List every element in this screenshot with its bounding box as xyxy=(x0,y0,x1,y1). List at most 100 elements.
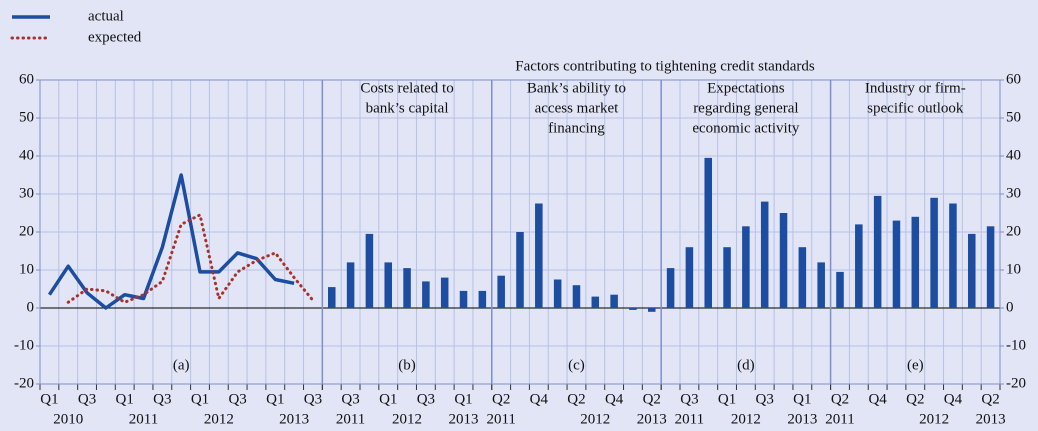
plot-frame xyxy=(39,79,1001,385)
bar xyxy=(572,285,581,308)
x-tick-label: Q3 xyxy=(680,391,698,407)
bar xyxy=(610,294,618,308)
y-tick-label: 0 xyxy=(27,299,35,315)
bar xyxy=(403,268,411,308)
x-tick-label: Q2 xyxy=(831,391,849,407)
x-tick-label: Q3 xyxy=(756,391,774,407)
x-tick-label: Q3 xyxy=(153,391,171,407)
y-tick-label-right: -10 xyxy=(1006,337,1026,353)
chart-title: Factors contributing to tightening credi… xyxy=(515,58,815,74)
bar xyxy=(666,268,675,308)
x-tick-label: Q2 xyxy=(981,391,999,407)
bar xyxy=(968,233,976,308)
bar xyxy=(704,157,712,308)
x-tick-label: Q1 xyxy=(116,391,134,407)
x-tick-label: Q1 xyxy=(379,391,397,407)
bar xyxy=(836,271,844,308)
y-tick-label-right: 60 xyxy=(1006,71,1021,87)
panel-title: Costs related to xyxy=(360,80,453,96)
bar xyxy=(497,275,505,308)
bar xyxy=(685,247,694,308)
x-tick-label: Q3 xyxy=(417,391,435,407)
bar xyxy=(440,277,449,308)
y-tick-label-right: 0 xyxy=(1006,299,1014,315)
bar xyxy=(535,203,543,308)
x-year-label: 2013 xyxy=(449,411,479,427)
bar xyxy=(328,287,336,308)
panel-label: (a) xyxy=(173,357,190,373)
panel-title: bank’s capital xyxy=(366,100,449,116)
x-tick-label: Q2 xyxy=(906,391,924,407)
x-year-label: 2011 xyxy=(825,411,854,427)
x-year-label: 2011 xyxy=(336,411,365,427)
x-year-label: 2013 xyxy=(976,411,1006,427)
x-tick-label: Q4 xyxy=(530,391,549,407)
panel-label: (e) xyxy=(907,357,924,373)
y-tick-label: 10 xyxy=(19,261,34,277)
bar xyxy=(422,281,430,308)
x-year-label: 2011 xyxy=(129,411,158,427)
y-tick-label: 40 xyxy=(19,147,34,163)
y-tick-label: -10 xyxy=(14,337,34,353)
bar xyxy=(798,247,807,308)
bar xyxy=(817,262,825,308)
x-year-label: 2013 xyxy=(637,411,667,427)
bar xyxy=(365,233,374,308)
bar xyxy=(949,203,957,308)
legend-label: expected xyxy=(88,29,142,45)
x-tick-label: Q3 xyxy=(304,391,322,407)
y-tick-label: 30 xyxy=(19,185,34,201)
bar xyxy=(742,226,750,308)
x-tick-label: Q2 xyxy=(567,391,585,407)
bar xyxy=(459,290,468,308)
x-tick-label: Q1 xyxy=(40,391,58,407)
panel-title: regarding general xyxy=(693,100,798,116)
y-tick-label: 60 xyxy=(19,71,34,87)
bar xyxy=(873,195,882,308)
panel-title: access market xyxy=(535,100,620,116)
bar xyxy=(346,262,355,308)
panel-title: financing xyxy=(548,120,605,136)
bar xyxy=(629,308,637,310)
bar xyxy=(516,232,524,308)
bar xyxy=(478,290,487,308)
x-tick-label: Q1 xyxy=(718,391,736,407)
y-tick-label: 20 xyxy=(19,223,34,239)
x-year-label: 2012 xyxy=(731,411,761,427)
line-actual xyxy=(47,173,295,310)
bar xyxy=(648,308,656,312)
x-year-label: 2011 xyxy=(486,411,515,427)
panel-title: economic activity xyxy=(692,120,800,136)
x-tick-label: Q4 xyxy=(605,391,624,407)
bar xyxy=(760,201,769,308)
x-year-label: 2012 xyxy=(204,411,234,427)
x-tick-label: Q3 xyxy=(78,391,96,407)
bar xyxy=(930,197,938,308)
x-tick-label: Q4 xyxy=(868,391,887,407)
x-tick-label: Q2 xyxy=(492,391,510,407)
bar xyxy=(892,220,901,308)
x-tick-label: Q2 xyxy=(643,391,661,407)
y-tick-label-right: -20 xyxy=(1006,375,1026,391)
x-tick-label: Q1 xyxy=(793,391,811,407)
bar xyxy=(384,262,392,308)
y-tick-label-right: 40 xyxy=(1006,147,1021,163)
y-tick-label-right: 30 xyxy=(1006,185,1021,201)
y-tick-label-right: 20 xyxy=(1006,223,1021,239)
x-tick-label: Q4 xyxy=(944,391,963,407)
x-year-label: 2012 xyxy=(392,411,422,427)
line-expected xyxy=(66,213,315,304)
panel-label: (c) xyxy=(568,357,585,373)
bar xyxy=(553,279,562,308)
bar xyxy=(591,296,600,308)
bar xyxy=(723,247,731,308)
panel-title: Industry or firm- xyxy=(865,80,966,96)
x-tick-label: Q3 xyxy=(341,391,359,407)
legend-label: actual xyxy=(88,8,124,24)
y-tick-label-right: 10 xyxy=(1006,261,1021,277)
x-tick-label: Q1 xyxy=(454,391,472,407)
x-year-label: 2013 xyxy=(787,411,817,427)
x-year-label: 2013 xyxy=(279,411,309,427)
bar xyxy=(855,224,863,308)
